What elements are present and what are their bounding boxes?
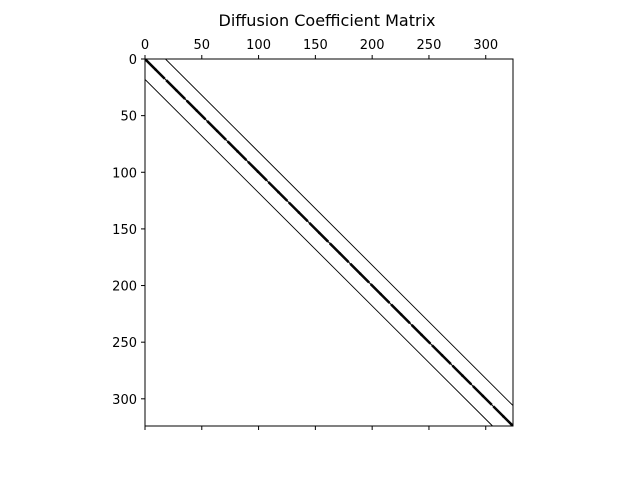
block-center-point <box>440 353 444 357</box>
y-tick-label: 100 <box>112 166 137 181</box>
x-tick-label: 50 <box>194 38 211 53</box>
y-axis: 0 50 100 150 200 250 300 <box>112 53 145 408</box>
x-tick-label: 300 <box>473 38 498 53</box>
x-tick-label: 100 <box>246 38 271 53</box>
block-center-point <box>297 211 301 214</box>
block-center-point <box>215 129 219 133</box>
plot-frame <box>144 58 514 427</box>
x-tick-label: 150 <box>303 38 328 53</box>
diagonal-segment <box>165 58 514 406</box>
y-tick-label: 250 <box>112 336 137 351</box>
block-center-point <box>318 231 321 235</box>
block-center-point <box>461 374 464 377</box>
x-tick-label: 0 <box>141 38 149 53</box>
block-center-point <box>420 333 423 337</box>
block-center-point <box>399 313 403 316</box>
y-tick-label: 150 <box>112 223 137 238</box>
x-axis-top: 0 50 100 150 200 250 300 <box>141 38 498 59</box>
block-center-point <box>195 109 198 112</box>
x-tick-label: 250 <box>417 38 442 53</box>
block-center-point <box>236 150 239 153</box>
block-center-point <box>277 190 280 194</box>
block-center-point <box>174 88 178 92</box>
chart-title: Diffusion Coefficient Matrix <box>219 11 436 30</box>
y-tick-label: 0 <box>129 53 137 68</box>
block-center-point <box>256 170 260 174</box>
block-center-point <box>502 415 505 418</box>
block-center-point <box>481 394 485 398</box>
diagonal-segment <box>144 79 493 427</box>
block-center-point <box>338 251 342 255</box>
block-center-point <box>358 272 362 275</box>
block-center-point <box>154 68 158 72</box>
x-tick-label: 200 <box>360 38 385 53</box>
diagonal-segment <box>144 58 514 427</box>
y-tick-label: 200 <box>112 280 137 295</box>
x-axis-bottom <box>144 426 487 430</box>
y-tick-label: 300 <box>112 393 137 408</box>
y-tick-label: 50 <box>120 110 137 125</box>
block-center-point <box>379 292 382 296</box>
sparsity-marks <box>144 58 514 427</box>
